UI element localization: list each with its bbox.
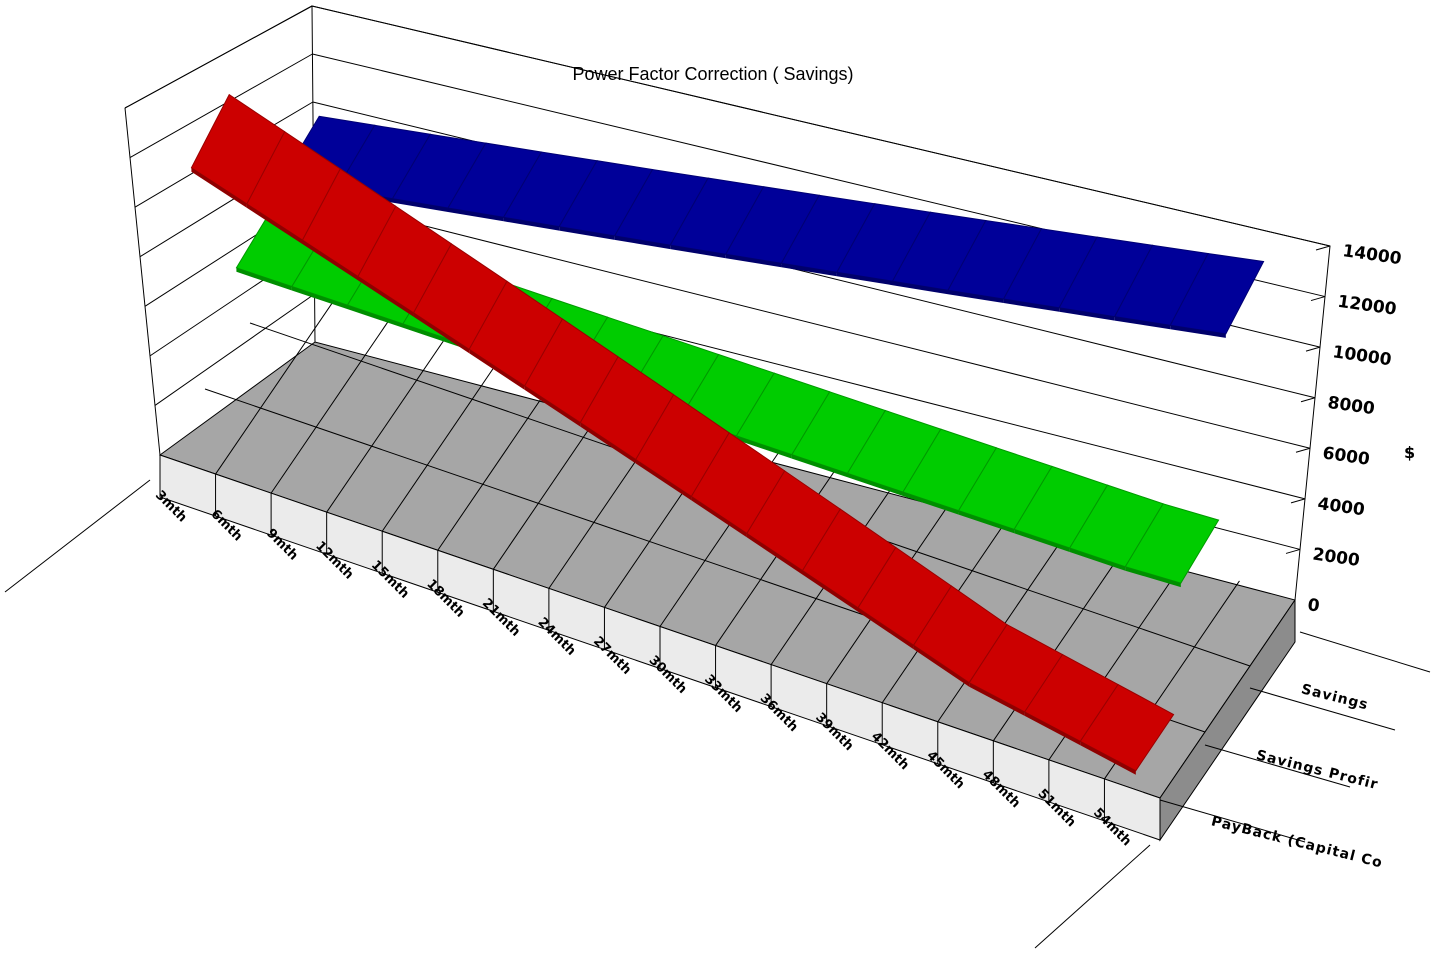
ribbon-edge: [847, 473, 903, 496]
ribbon-edge: [580, 422, 636, 464]
ribbon-edge: [291, 286, 348, 310]
depth-guide-line: [1034, 844, 1151, 949]
ribbon-edge: [559, 226, 615, 240]
ribbon-edge: [913, 645, 970, 687]
ribbon-edge: [448, 208, 504, 222]
ribbon-edge: [469, 349, 525, 390]
ribbon-edge: [392, 198, 448, 212]
y-tick-label: 2000: [1311, 545, 1361, 571]
ribbon-edge: [958, 510, 1015, 534]
value-gridline: [311, 5, 1331, 247]
ribbon-edge: [903, 492, 959, 515]
series-ribbons: [190, 93, 1265, 775]
ribbon-edge: [791, 454, 848, 478]
value-gridline: [313, 197, 1311, 449]
value-tick-mark: [1310, 296, 1326, 302]
ribbon-edge: [1170, 325, 1226, 338]
ribbon-edge: [614, 235, 671, 250]
ribbon-edge: [1014, 529, 1070, 552]
side-gridline: [154, 293, 315, 406]
y-tick-label: 10000: [1331, 342, 1393, 370]
ribbon-edge: [1059, 307, 1115, 321]
ribbon-edge: [1024, 711, 1081, 746]
y-tick-label: 14000: [1341, 241, 1403, 269]
y-tick-label: 4000: [1316, 494, 1366, 520]
ribbon-edge: [736, 435, 792, 459]
depth-guide-line: [4, 479, 151, 593]
ribbon-edge: [1114, 316, 1171, 330]
ribbon-edge: [1080, 741, 1136, 775]
series-ribbon-savings: [280, 115, 1265, 338]
ribbon-edge: [746, 533, 803, 575]
ribbon-edge: [725, 254, 782, 268]
ribbon-edge: [1003, 299, 1060, 312]
ribbon-edge: [1125, 566, 1181, 588]
depth-guide-line: [1249, 687, 1396, 731]
ribbon-edge: [503, 217, 560, 231]
floor-category-gridline: [215, 275, 351, 475]
series-axis-label: Savings Profir: [1255, 747, 1380, 793]
y-tick-label: 12000: [1336, 292, 1398, 320]
series-ribbon-payback-capital-cost-: [190, 93, 1175, 775]
ribbon-edge: [236, 267, 292, 291]
value-tick-mark: [1300, 397, 1316, 403]
ribbon-edge: [858, 607, 914, 650]
ribbon-edge: [358, 276, 414, 317]
ribbon-edge: [413, 312, 470, 354]
side-gridline: [129, 53, 313, 159]
ribbon-edge: [246, 203, 303, 245]
ribbon-edge: [635, 459, 692, 501]
floor-category-gridline: [270, 294, 407, 494]
depth-guide-line: [1159, 799, 1306, 843]
y-tick-label: 0: [1306, 595, 1321, 616]
ribbon-edge: [892, 281, 948, 295]
value-tick-mark: [1305, 346, 1321, 352]
depth-guide-line: [1204, 744, 1351, 788]
chart-title: Power Factor Correction ( Savings): [572, 64, 853, 84]
floor-category-gridline: [937, 523, 1074, 723]
side-gridline: [124, 5, 313, 109]
ribbon-edge: [1069, 548, 1126, 571]
ribbon-edge: [691, 496, 747, 538]
ribbon-edge: [781, 263, 837, 277]
ribbon-edge: [948, 290, 1004, 303]
side-wall-front-edge: [124, 107, 161, 456]
floor-category-gridline: [659, 428, 796, 627]
value-tick-mark: [1295, 447, 1311, 453]
ribbon-edge: [969, 682, 1025, 716]
series-axis-label: Savings: [1300, 681, 1371, 713]
y-tick-label: 8000: [1326, 393, 1376, 419]
ribbon-edge: [836, 272, 893, 286]
ribbon-edge: [191, 167, 247, 208]
ribbon-edge: [403, 323, 459, 347]
ribbon-edge: [802, 570, 858, 612]
ribbon-segment: [1124, 503, 1220, 584]
value-tick-mark: [1285, 548, 1301, 554]
ribbon-edge: [524, 385, 581, 427]
floor-category-gridline: [326, 313, 463, 513]
y-tick-label: 6000: [1321, 443, 1371, 469]
value-tick-mark: [1290, 498, 1306, 504]
ribbon-edge: [347, 305, 403, 328]
depth-guide-line: [1299, 631, 1431, 673]
ribbon-edge: [670, 245, 726, 259]
ribbon-edge: [302, 240, 358, 281]
y-axis-label: $: [1404, 443, 1415, 462]
value-tick-mark: [1315, 245, 1331, 251]
